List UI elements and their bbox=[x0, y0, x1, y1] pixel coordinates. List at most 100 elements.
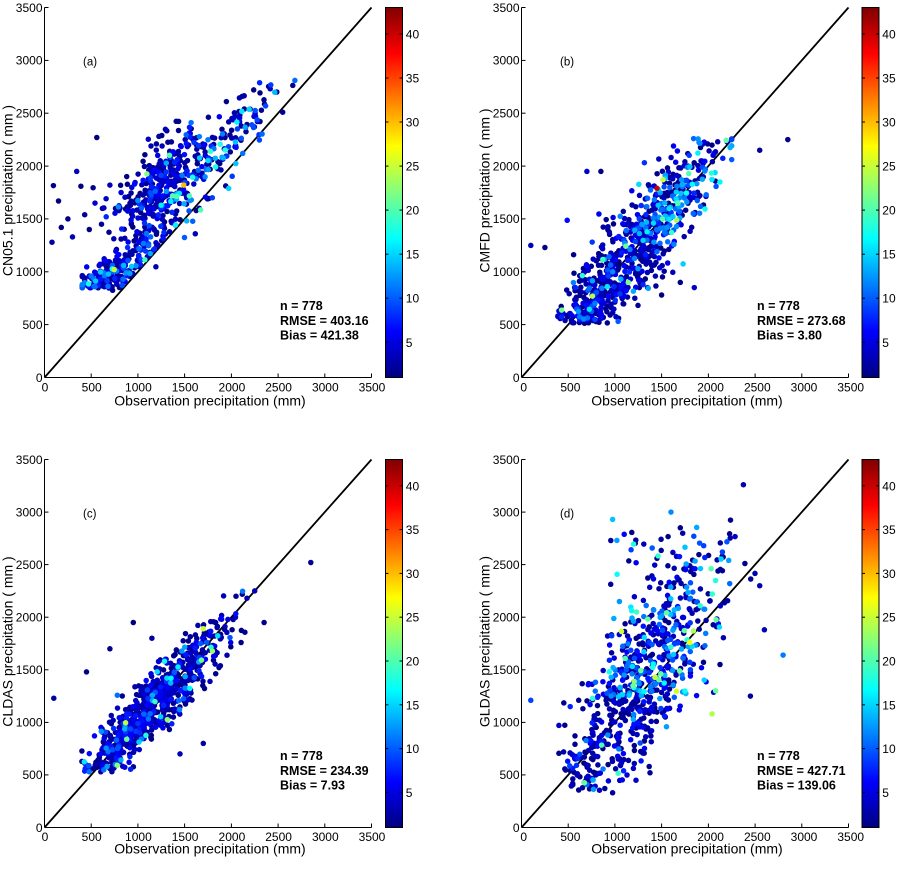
svg-text:0: 0 bbox=[520, 381, 527, 395]
svg-text:25: 25 bbox=[406, 160, 420, 174]
svg-text:2500: 2500 bbox=[265, 830, 292, 844]
svg-text:3000: 3000 bbox=[791, 381, 818, 395]
svg-text:1500: 1500 bbox=[650, 381, 677, 395]
svg-text:500: 500 bbox=[560, 830, 580, 844]
svg-text:n = 778: n = 778 bbox=[757, 749, 800, 763]
svg-text:10: 10 bbox=[882, 742, 896, 756]
svg-text:(d): (d) bbox=[560, 509, 574, 521]
svg-text:2000: 2000 bbox=[697, 381, 724, 395]
svg-text:n = 778: n = 778 bbox=[757, 299, 800, 313]
svg-text:1500: 1500 bbox=[16, 663, 43, 677]
svg-text:500: 500 bbox=[82, 830, 102, 844]
svg-text:40: 40 bbox=[882, 479, 896, 493]
svg-text:35: 35 bbox=[406, 523, 420, 537]
svg-text:RMSE = 234.39: RMSE = 234.39 bbox=[280, 764, 369, 778]
svg-text:1500: 1500 bbox=[493, 663, 520, 677]
svg-text:35: 35 bbox=[882, 72, 896, 86]
svg-text:1000: 1000 bbox=[604, 381, 631, 395]
svg-text:20: 20 bbox=[882, 204, 896, 218]
svg-text:25: 25 bbox=[882, 611, 896, 625]
svg-text:3000: 3000 bbox=[791, 830, 818, 844]
svg-text:15: 15 bbox=[406, 248, 420, 262]
svg-text:500: 500 bbox=[499, 318, 519, 332]
svg-text:0: 0 bbox=[36, 821, 43, 835]
svg-text:Observation precipitation (mm): Observation precipitation (mm) bbox=[114, 841, 305, 857]
svg-text:1500: 1500 bbox=[172, 830, 199, 844]
svg-text:30: 30 bbox=[882, 567, 896, 581]
svg-text:GLDAS precipitation ( mm ): GLDAS precipitation ( mm ) bbox=[477, 556, 493, 727]
svg-text:1500: 1500 bbox=[493, 212, 520, 226]
svg-text:3500: 3500 bbox=[359, 830, 386, 844]
svg-text:(b): (b) bbox=[560, 57, 574, 69]
svg-text:1000: 1000 bbox=[16, 265, 43, 279]
svg-text:0: 0 bbox=[513, 821, 520, 835]
svg-text:Observation precipitation (mm): Observation precipitation (mm) bbox=[114, 393, 305, 409]
svg-text:10: 10 bbox=[406, 742, 420, 756]
svg-text:3000: 3000 bbox=[16, 54, 43, 68]
svg-text:3500: 3500 bbox=[16, 1, 43, 15]
svg-text:(a): (a) bbox=[83, 57, 97, 69]
svg-text:35: 35 bbox=[406, 72, 420, 86]
svg-text:3000: 3000 bbox=[16, 505, 43, 519]
svg-text:RMSE = 273.68: RMSE = 273.68 bbox=[757, 314, 846, 328]
svg-text:(c): (c) bbox=[83, 509, 97, 521]
svg-text:2000: 2000 bbox=[219, 381, 246, 395]
svg-text:Bias = 139.06: Bias = 139.06 bbox=[757, 779, 836, 793]
svg-text:2500: 2500 bbox=[493, 107, 520, 121]
svg-text:1500: 1500 bbox=[172, 381, 199, 395]
svg-text:2000: 2000 bbox=[16, 611, 43, 625]
svg-text:2000: 2000 bbox=[16, 159, 43, 173]
svg-text:3000: 3000 bbox=[312, 830, 339, 844]
svg-text:2000: 2000 bbox=[697, 830, 724, 844]
svg-text:2500: 2500 bbox=[744, 830, 771, 844]
svg-text:500: 500 bbox=[22, 768, 42, 782]
svg-text:0: 0 bbox=[42, 830, 49, 844]
svg-text:5: 5 bbox=[882, 336, 889, 350]
svg-text:2500: 2500 bbox=[744, 381, 771, 395]
svg-text:3500: 3500 bbox=[493, 1, 520, 15]
svg-text:0: 0 bbox=[513, 371, 520, 385]
svg-text:2500: 2500 bbox=[16, 107, 43, 121]
svg-text:30: 30 bbox=[406, 116, 420, 130]
svg-text:5: 5 bbox=[406, 786, 413, 800]
svg-text:1000: 1000 bbox=[493, 716, 520, 730]
svg-text:500: 500 bbox=[499, 768, 519, 782]
svg-text:3500: 3500 bbox=[359, 381, 386, 395]
svg-text:n = 778: n = 778 bbox=[280, 749, 323, 763]
svg-text:Observation precipitation (mm): Observation precipitation (mm) bbox=[591, 393, 782, 409]
svg-text:15: 15 bbox=[882, 698, 896, 712]
svg-text:n = 778: n = 778 bbox=[280, 299, 323, 313]
svg-text:20: 20 bbox=[882, 655, 896, 669]
svg-text:CMFD precipitation ( mm ): CMFD precipitation ( mm ) bbox=[477, 108, 493, 272]
svg-text:20: 20 bbox=[406, 204, 420, 218]
svg-text:Bias = 421.38: Bias = 421.38 bbox=[280, 329, 359, 343]
svg-text:Bias = 7.93: Bias = 7.93 bbox=[280, 779, 345, 793]
svg-text:2000: 2000 bbox=[493, 159, 520, 173]
svg-text:2500: 2500 bbox=[16, 558, 43, 572]
svg-text:CN05.1 precipitation ( mm ): CN05.1 precipitation ( mm ) bbox=[0, 105, 16, 276]
svg-text:3500: 3500 bbox=[493, 453, 520, 467]
svg-text:Bias = 3.80: Bias = 3.80 bbox=[757, 329, 822, 343]
svg-text:3000: 3000 bbox=[312, 381, 339, 395]
svg-text:2500: 2500 bbox=[265, 381, 292, 395]
svg-text:1000: 1000 bbox=[125, 830, 152, 844]
svg-text:1500: 1500 bbox=[650, 830, 677, 844]
svg-text:500: 500 bbox=[560, 381, 580, 395]
svg-text:500: 500 bbox=[82, 381, 102, 395]
svg-text:RMSE = 403.16: RMSE = 403.16 bbox=[280, 314, 369, 328]
svg-text:3000: 3000 bbox=[493, 505, 520, 519]
svg-text:1000: 1000 bbox=[16, 716, 43, 730]
svg-text:Observation precipitation (mm): Observation precipitation (mm) bbox=[591, 841, 782, 857]
svg-text:0: 0 bbox=[36, 371, 43, 385]
svg-text:2000: 2000 bbox=[493, 611, 520, 625]
svg-text:1000: 1000 bbox=[125, 381, 152, 395]
svg-text:10: 10 bbox=[406, 292, 420, 306]
svg-text:1000: 1000 bbox=[604, 830, 631, 844]
svg-text:1500: 1500 bbox=[16, 212, 43, 226]
svg-text:1000: 1000 bbox=[493, 265, 520, 279]
svg-text:25: 25 bbox=[406, 611, 420, 625]
svg-text:25: 25 bbox=[882, 160, 896, 174]
svg-text:35: 35 bbox=[882, 523, 896, 537]
svg-text:30: 30 bbox=[406, 567, 420, 581]
svg-text:40: 40 bbox=[406, 27, 420, 41]
